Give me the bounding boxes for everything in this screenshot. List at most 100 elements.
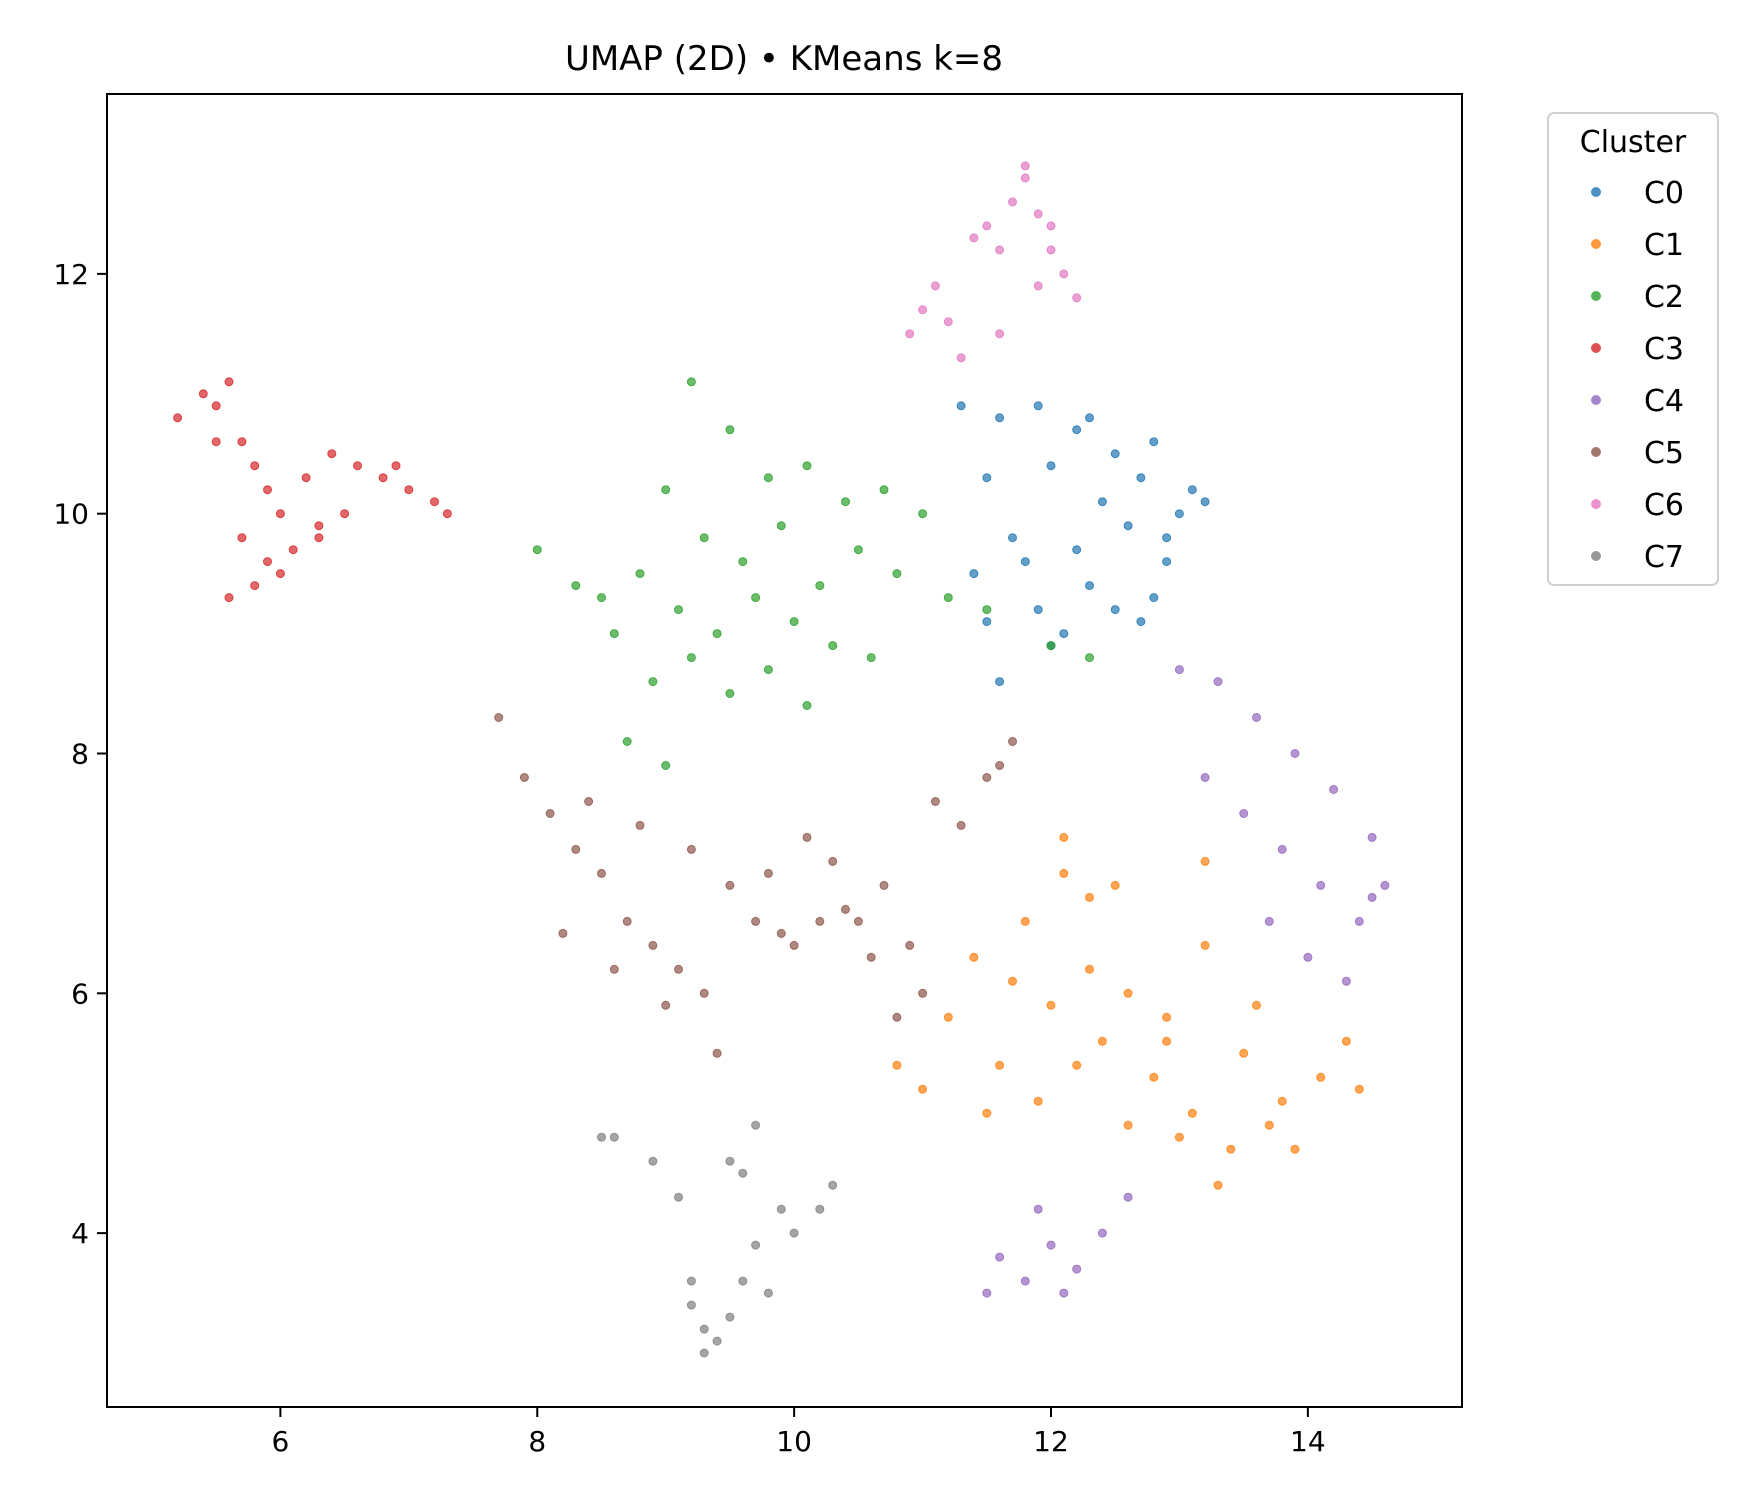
- point-c7-15: [699, 1348, 709, 1358]
- point-c4-15: [1367, 892, 1377, 902]
- point-c1-35: [1162, 1036, 1172, 1046]
- point-c6-6: [1008, 197, 1017, 207]
- point-c7-18: [686, 1276, 696, 1286]
- point-c1-32: [1110, 880, 1120, 890]
- point-c0-18: [1085, 581, 1094, 591]
- legend-marker-c7: [1591, 551, 1601, 561]
- point-c3-23: [250, 581, 260, 591]
- point-c7-11: [776, 1204, 786, 1214]
- point-c0-6: [1187, 485, 1197, 495]
- point-c2-35: [661, 761, 671, 770]
- point-c6-9: [1046, 245, 1056, 255]
- point-c7-6: [712, 1336, 722, 1346]
- point-c2-1: [725, 425, 735, 435]
- point-c5-31: [686, 844, 696, 854]
- point-c7-16: [725, 1156, 735, 1166]
- point-c4-19: [1072, 1264, 1082, 1274]
- point-c6-12: [956, 353, 966, 363]
- point-c0-7: [982, 473, 992, 483]
- point-c7-13: [815, 1204, 825, 1214]
- point-c4-23: [1059, 1288, 1069, 1298]
- point-c3-1: [198, 389, 208, 399]
- point-c2-19: [751, 593, 761, 603]
- point-c1-23: [1123, 1120, 1133, 1130]
- point-c5-20: [1008, 737, 1017, 746]
- point-c2-4: [841, 497, 850, 507]
- point-c2-10: [776, 521, 786, 531]
- point-c2-31: [982, 605, 992, 615]
- point-c7-8: [738, 1276, 748, 1286]
- x-axis: 6 8 10 12 14: [271, 1407, 1326, 1458]
- legend-marker-c5: [1591, 447, 1601, 457]
- point-c0-3: [1072, 425, 1082, 435]
- point-c4-16: [995, 1252, 1005, 1262]
- point-c1-15: [1149, 1072, 1159, 1082]
- point-c2-2: [763, 473, 773, 483]
- point-c6-1: [930, 281, 940, 291]
- point-c0-24: [1110, 605, 1120, 615]
- point-c0-29: [1136, 617, 1146, 627]
- point-c4-14: [1341, 976, 1351, 986]
- point-c1-33: [1252, 1000, 1261, 1010]
- point-c4-8: [1239, 809, 1249, 818]
- point-c2-14: [943, 593, 953, 603]
- point-c5-6: [648, 940, 658, 950]
- point-c4-2: [1252, 713, 1261, 722]
- point-c5-10: [751, 916, 761, 926]
- point-c4-9: [1277, 844, 1287, 854]
- point-c0-10: [1136, 473, 1146, 483]
- point-c2-33: [1085, 653, 1094, 663]
- point-c5-7: [674, 964, 683, 974]
- point-c6-10: [1059, 269, 1069, 279]
- point-c1-28: [1059, 832, 1069, 842]
- point-c1-14: [1097, 1036, 1107, 1046]
- legend-marker-c1: [1591, 239, 1601, 249]
- point-c1-25: [1213, 1180, 1223, 1190]
- point-c1-31: [1008, 976, 1017, 986]
- point-c5-19: [982, 773, 992, 782]
- point-c5-0: [494, 713, 504, 722]
- point-c2-26: [648, 677, 658, 687]
- point-c1-5: [1162, 1012, 1172, 1022]
- point-c2-9: [738, 557, 748, 567]
- legend: Cluster C0 C1 C2 C3 C4 C5 C6 C7: [1547, 112, 1719, 586]
- point-c5-26: [815, 916, 825, 926]
- legend-marker-c2: [1591, 291, 1601, 301]
- point-c5-4: [597, 868, 606, 878]
- point-c5-33: [841, 904, 850, 914]
- point-c0-9: [1097, 497, 1107, 507]
- point-c4-0: [1174, 665, 1184, 675]
- point-c2-0: [686, 377, 696, 387]
- legend-label-c5: C5: [1644, 436, 1684, 471]
- point-c5-13: [828, 856, 838, 866]
- point-c1-18: [1264, 1120, 1274, 1130]
- point-c0-13: [1072, 545, 1082, 555]
- point-c7-19: [738, 1168, 748, 1178]
- point-c3-18: [314, 521, 324, 531]
- point-c2-3: [802, 461, 812, 471]
- legend-label-c4: C4: [1644, 384, 1684, 419]
- point-c5-25: [763, 868, 773, 878]
- point-c0-2: [1033, 401, 1043, 411]
- point-c2-5: [879, 485, 889, 495]
- point-c4-5: [1367, 832, 1377, 842]
- point-c3-15: [237, 533, 247, 543]
- point-c2-23: [532, 545, 542, 555]
- point-c4-20: [1097, 1228, 1107, 1238]
- point-c4-7: [1200, 773, 1210, 782]
- point-c2-24: [571, 581, 581, 591]
- point-c2-18: [712, 629, 722, 639]
- y-axis: 4 6 8 10 12: [53, 258, 107, 1250]
- point-c0-19: [1149, 593, 1159, 603]
- legend-items: C0 C1 C2 C3 C4 C5 C6 C7: [1591, 176, 1684, 575]
- point-c1-10: [1354, 1084, 1364, 1094]
- point-c5-34: [892, 1012, 902, 1022]
- point-c3-16: [263, 557, 272, 567]
- point-c2-12: [853, 545, 863, 555]
- point-c6-2: [943, 317, 953, 327]
- x-tick-label: 6: [271, 1425, 289, 1458]
- point-c3-2: [211, 401, 221, 411]
- point-c1-9: [1316, 1072, 1326, 1082]
- point-c6-15: [995, 329, 1005, 339]
